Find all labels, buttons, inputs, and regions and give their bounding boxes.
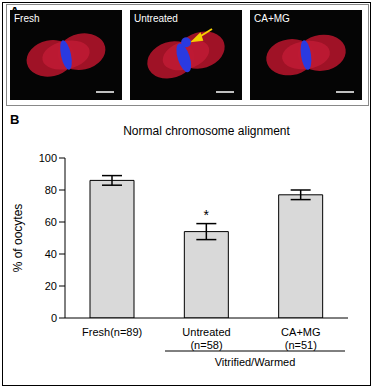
svg-text:Fresh: Fresh bbox=[14, 13, 40, 24]
html-text:A: A bbox=[10, 4, 20, 19]
svg-text:80: 80 bbox=[45, 184, 57, 196]
svg-text:0: 0 bbox=[51, 312, 57, 324]
svg-text:% of oocytes: % of oocytes bbox=[11, 204, 25, 273]
svg-text:CA+MG(n=51): CA+MG(n=51) bbox=[281, 326, 320, 351]
svg-text:60: 60 bbox=[45, 216, 57, 228]
svg-text:Untreated: Untreated bbox=[134, 13, 178, 24]
svg-text:*: * bbox=[204, 207, 210, 223]
svg-text:Vitrified/Warmed: Vitrified/Warmed bbox=[215, 356, 296, 368]
html-text:Normal chromosome alignment: Normal chromosome alignment bbox=[123, 124, 290, 138]
svg-text:Untreated(n=58): Untreated(n=58) bbox=[182, 326, 230, 351]
svg-text:40: 40 bbox=[45, 248, 57, 260]
svg-text:100: 100 bbox=[39, 152, 57, 164]
html-text:B: B bbox=[10, 112, 20, 127]
svg-text:Fresh(n=89): Fresh(n=89) bbox=[82, 326, 142, 338]
svg-text:CA+MG: CA+MG bbox=[254, 13, 290, 24]
svg-text:20: 20 bbox=[45, 280, 57, 292]
